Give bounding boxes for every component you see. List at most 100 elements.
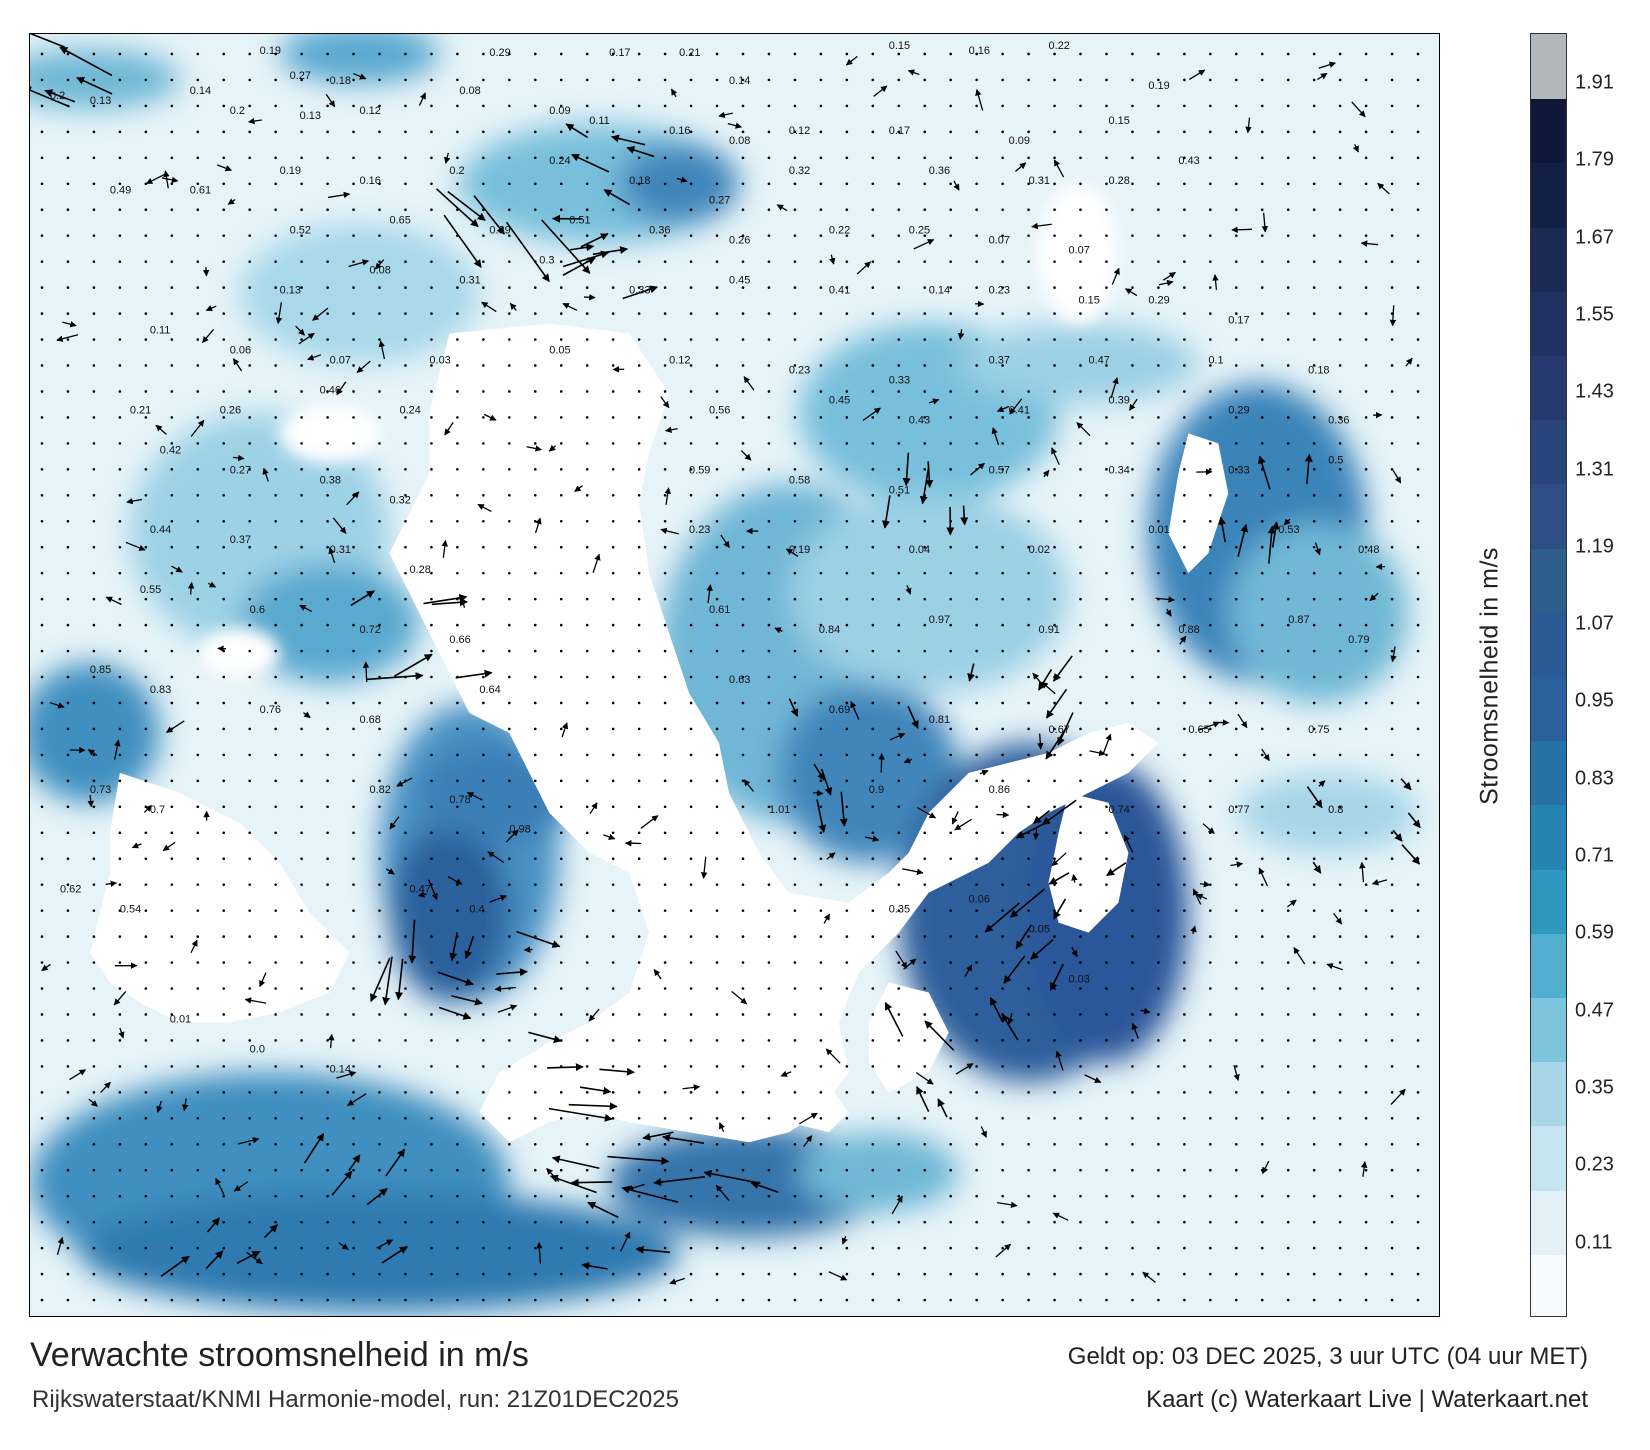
- speed-value-label: 0.97: [929, 614, 950, 626]
- colorbar-band: [1531, 226, 1566, 292]
- speed-value-label: 0.05: [549, 345, 570, 357]
- speed-value-label: 0.19: [1148, 80, 1169, 92]
- speed-value-label: 0.36: [649, 225, 670, 237]
- colorbar-band: [1531, 997, 1566, 1063]
- speed-value-label: 0.67: [1049, 724, 1070, 736]
- speed-value-label: 0.43: [1178, 155, 1199, 167]
- colorbar-band: [1531, 98, 1566, 164]
- speed-value-label: 0.3: [539, 255, 554, 267]
- speed-value-label: 0.2: [449, 165, 464, 177]
- speed-value-label: 0.27: [709, 195, 730, 207]
- speed-value-label: 0.12: [360, 105, 381, 117]
- speed-value-label: 0.9: [869, 784, 884, 796]
- speed-value-label: 0.55: [140, 584, 161, 596]
- speed-value-label: 0.19: [789, 544, 810, 556]
- colorbar-tick-label: 1.31: [1575, 458, 1614, 480]
- map-credit: Kaart (c) Waterkaart Live | Waterkaart.n…: [1146, 1386, 1588, 1413]
- speed-value-label: 0.01: [1148, 524, 1169, 536]
- speed-value-label: 0.65: [1188, 724, 1209, 736]
- speed-value-label: 0.17: [609, 47, 630, 59]
- speed-value-label: 0.07: [330, 354, 351, 366]
- speed-value-label: 0.5: [1328, 454, 1343, 466]
- speed-value-label: 0.38: [320, 474, 341, 486]
- speed-value-label: 0.06: [969, 894, 990, 906]
- colorbar-band: [1531, 419, 1566, 485]
- speed-value-label: 0.33: [629, 285, 650, 297]
- speed-value-label: 0.14: [190, 85, 211, 97]
- speed-value-label: 0.32: [789, 165, 810, 177]
- colorbar-band: [1531, 1125, 1566, 1191]
- speed-value-label: 0.39: [1108, 394, 1129, 406]
- speed-value-label: 0.33: [889, 374, 910, 386]
- speed-value-label: 0.08: [729, 135, 750, 147]
- speed-value-label: 0.09: [549, 105, 570, 117]
- colorbar-band: [1531, 804, 1566, 870]
- speed-value-label: 0.88: [1178, 624, 1199, 636]
- speed-value-label: 0.77: [1228, 804, 1249, 816]
- speed-value-label: 0.13: [90, 95, 111, 107]
- speed-value-label: 0.41: [829, 285, 850, 297]
- speed-value-label: 0.31: [330, 544, 351, 556]
- speed-value-label: 0.61: [190, 185, 211, 197]
- speed-value-label: 0.19: [260, 45, 281, 57]
- speed-value-label: 0.15: [889, 40, 910, 52]
- colorbar-tick-label: 0.11: [1575, 1231, 1613, 1253]
- speed-value-label: 0.47: [1088, 354, 1109, 366]
- valid-time: Geldt op: 03 DEC 2025, 3 uur UTC (04 uur…: [1067, 1343, 1588, 1370]
- speed-value-label: 0.11: [589, 115, 610, 127]
- speed-value-label: 1.01: [769, 804, 790, 816]
- colorbar-tick-label: 0.59: [1575, 921, 1614, 944]
- speed-value-label: 0.31: [459, 275, 480, 287]
- speed-value-label: 0.08: [459, 85, 480, 97]
- colorbar-label: Stroomsnelheid in m/s: [1475, 547, 1504, 805]
- current-speed-map: 0.2 0.13 0.19 0.27 0.18 0.29 0.17 0.21 0.14 0.15 0…: [29, 33, 1440, 1317]
- speed-value-label: 0.08: [370, 265, 391, 277]
- model-run-subtitle: Rijkswaterstaat/KNMI Harmonie-model, run…: [32, 1386, 679, 1413]
- speed-value-label: 0.64: [479, 684, 500, 696]
- speed-value-label: 0.02: [1029, 544, 1050, 556]
- speed-value-label: 0.63: [729, 674, 750, 686]
- speed-value-label: 0.27: [230, 464, 251, 476]
- speed-value-label: 0.04: [909, 544, 930, 556]
- coastal-islands: [199, 183, 1119, 678]
- speed-value-label: 0.32: [389, 494, 410, 506]
- speed-value-label: 0.82: [370, 784, 391, 796]
- colorbar-band: [1531, 932, 1566, 998]
- speed-value-label: 0.49: [110, 185, 131, 197]
- speed-value-label: 0.11: [150, 325, 171, 337]
- colorbar-tick-label: 0.23: [1575, 1153, 1614, 1176]
- colorbar-band: [1531, 547, 1566, 613]
- speed-value-label: 0.66: [449, 634, 470, 646]
- speed-value-label: 0.01: [170, 1013, 191, 1025]
- speed-value-label: 0.07: [1069, 245, 1090, 257]
- speed-value-label: 0.05: [1029, 924, 1050, 936]
- colorbar-band: [1531, 676, 1566, 742]
- speed-value-label: 0.41: [1009, 404, 1030, 416]
- speed-value-label: 0.23: [789, 364, 810, 376]
- speed-value-label: 0.42: [160, 444, 181, 456]
- speed-value-label: 0.16: [669, 125, 690, 137]
- colorbar-tick-label: 0.71: [1575, 844, 1614, 867]
- speed-value-label: 0.8: [1328, 804, 1343, 816]
- speed-value-label: 0.37: [989, 354, 1010, 366]
- speed-value-label: 0.91: [1039, 624, 1060, 636]
- speed-value-label: 0.26: [729, 235, 750, 247]
- speed-value-label: 0.14: [729, 75, 750, 87]
- speed-value-label: 0.14: [330, 1063, 351, 1075]
- speed-value-label: 0.21: [130, 404, 151, 416]
- speed-value-label: 0.28: [409, 564, 430, 576]
- colorbar-band: [1531, 611, 1566, 677]
- speed-value-label: 0.12: [669, 354, 690, 366]
- speed-value-label: 0.22: [1049, 40, 1070, 52]
- speed-value-label: 0.85: [90, 664, 111, 676]
- speed-value-label: 0.51: [569, 215, 590, 227]
- speed-value-label: 0.44: [150, 524, 171, 536]
- speed-value-label: 0.28: [1108, 175, 1129, 187]
- colorbar-tick-label: 1.91: [1575, 71, 1614, 94]
- colorbar-band: [1531, 34, 1566, 100]
- speed-value-label: 0.24: [399, 404, 420, 416]
- speed-value-label: 0.43: [909, 414, 930, 426]
- speed-value-label: 0.86: [989, 784, 1010, 796]
- speed-value-label: 0.6: [250, 604, 265, 616]
- speed-value-label: 0.09: [1009, 135, 1030, 147]
